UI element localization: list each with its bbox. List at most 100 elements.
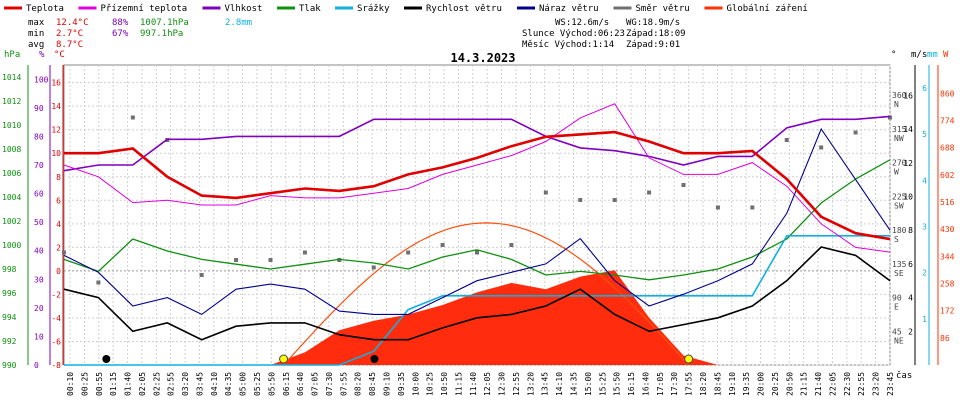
pct-unit-label: % (39, 50, 45, 60)
mm-tick-label: 5 (922, 130, 927, 139)
x-tick-label: 06:40 (296, 372, 305, 396)
stat-hum: 88% (112, 18, 129, 28)
temp-tick-label: 6 (56, 196, 61, 205)
pct-tick-label: 70 (34, 161, 44, 170)
w-tick-label: 172 (940, 307, 955, 316)
stat-temp: 12.4°C (56, 18, 89, 28)
x-tick-label: 13:45 (541, 372, 550, 396)
ms-tick-label: 4 (908, 294, 913, 303)
pct-tick-label: 80 (34, 132, 44, 141)
x-tick-label: 10:25 (426, 372, 435, 396)
info-sun-set: Západ:18:09 (626, 29, 686, 39)
wind-direction-point (302, 250, 307, 255)
wind-direction-point (750, 205, 755, 210)
dir-tick-name: SW (894, 201, 904, 210)
w-tick-label: 86 (940, 334, 950, 343)
w-unit-label: W (943, 50, 949, 60)
dir-tick-label: 90 (892, 294, 902, 303)
legend-label: Přízemní teplota (101, 4, 188, 14)
pct-tick-label: 30 (34, 275, 44, 284)
series-tlak (63, 159, 891, 281)
series-prizemni-teplota (63, 103, 891, 253)
wind-direction-point (612, 198, 617, 202)
x-tick-label: 20:50 (785, 372, 794, 396)
x-tick-label: 08:45 (368, 372, 377, 396)
temp-tick-label: 0 (56, 267, 61, 276)
series-naraz-vetru (63, 127, 891, 316)
x-tick-label: 07:05 (311, 372, 320, 396)
temp-tick-label: 14 (51, 102, 61, 111)
wind-direction-point (371, 265, 376, 270)
wind-direction-point (853, 130, 858, 135)
hpa-tick-label: 996 (2, 289, 17, 298)
dir-tick-label: 135 (892, 260, 907, 269)
x-tick-label: 23:20 (872, 372, 881, 396)
dir-tick-name: SE (894, 269, 904, 278)
x-tick-label: 10:00 (411, 372, 420, 396)
x-tick-label: 04:35 (224, 372, 233, 396)
x-tick-label: 05:25 (253, 372, 262, 396)
wind-direction-point (819, 145, 824, 150)
w-tick-label: 516 (940, 198, 955, 207)
x-tick-label: 20:00 (757, 372, 766, 396)
hpa-tick-label: 1008 (2, 145, 21, 154)
series-teplota (64, 130, 891, 241)
mm-tick-label: 3 (922, 223, 927, 232)
ms-tick-label: 10 (903, 192, 913, 201)
hpa-tick-label: 1012 (2, 97, 21, 106)
pct-tick-label: 50 (34, 218, 44, 227)
x-tick-label: 22:05 (828, 372, 837, 396)
mm-tick-label: 4 (922, 176, 927, 185)
x-tick-label: 10:50 (440, 372, 449, 396)
x-tick-label: 17:05 (656, 372, 665, 396)
legend-label: Náraz větru (539, 4, 599, 14)
w-tick-label: 860 (940, 89, 955, 98)
stat-label: min (28, 29, 44, 39)
wind-direction-point (406, 250, 411, 255)
pct-tick-label: 10 (34, 332, 44, 341)
w-tick-label: 774 (940, 117, 955, 126)
x-tick-label: 03:45 (195, 372, 204, 396)
temp-tick-label: -4 (51, 314, 61, 323)
pct-tick-label: 0 (34, 361, 39, 370)
x-tick-label: 01:15 (109, 372, 118, 396)
wind-direction-point (268, 258, 273, 262)
x-tick-label: 04:10 (210, 372, 219, 396)
temp-tick-label: 2 (56, 243, 61, 252)
hpa-tick-label: 998 (2, 265, 17, 274)
wind-direction-point (715, 205, 720, 210)
chart-title: 14.3.2023 (450, 51, 515, 65)
legend-label: Teplota (26, 4, 64, 14)
w-tick-label: 602 (940, 171, 955, 180)
hpa-tick-label: 992 (2, 337, 17, 346)
x-tick-label: 14:35 (570, 372, 579, 396)
series-rychlost-vetru (63, 246, 891, 341)
hpa-tick-label: 1006 (2, 169, 21, 178)
x-tick-label: 00:55 (95, 372, 104, 396)
legend-label: Srážky (357, 4, 390, 14)
dir-tick-label: 315 (892, 125, 907, 134)
x-tick-label: 02:25 (152, 372, 161, 396)
x-tick-label: 21:15 (800, 372, 809, 396)
x-tick-label: 06:15 (282, 372, 291, 396)
w-tick-label: 688 (940, 144, 955, 153)
ms-tick-label: 8 (908, 226, 913, 235)
dir-tick-label: 45 (892, 327, 902, 336)
info-sun: Slunce Východ:06:23 (522, 29, 625, 39)
x-tick-label: 07:30 (325, 372, 334, 396)
x-tick-label: 17:55 (685, 372, 694, 396)
x-tick-label: 15:00 (584, 372, 593, 396)
stat-temp: 8.7°C (56, 40, 83, 50)
stat-press: 997.1hPa (140, 29, 183, 39)
legend-label: Globální záření (727, 4, 808, 14)
info-moon: Měsíc Východ:1:14 (522, 40, 614, 50)
hpa-unit-label: hPa (4, 50, 20, 60)
mm-tick-label: 2 (922, 269, 927, 278)
x-tick-label: 17:30 (670, 372, 679, 396)
series-srazky (64, 235, 890, 366)
info-wg: WG:18.9m/s (626, 18, 680, 28)
pct-tick-label: 40 (34, 247, 44, 256)
mm-tick-label: 6 (922, 84, 927, 93)
wind-direction-point (578, 198, 583, 202)
temp-tick-label: 16 (51, 79, 61, 88)
